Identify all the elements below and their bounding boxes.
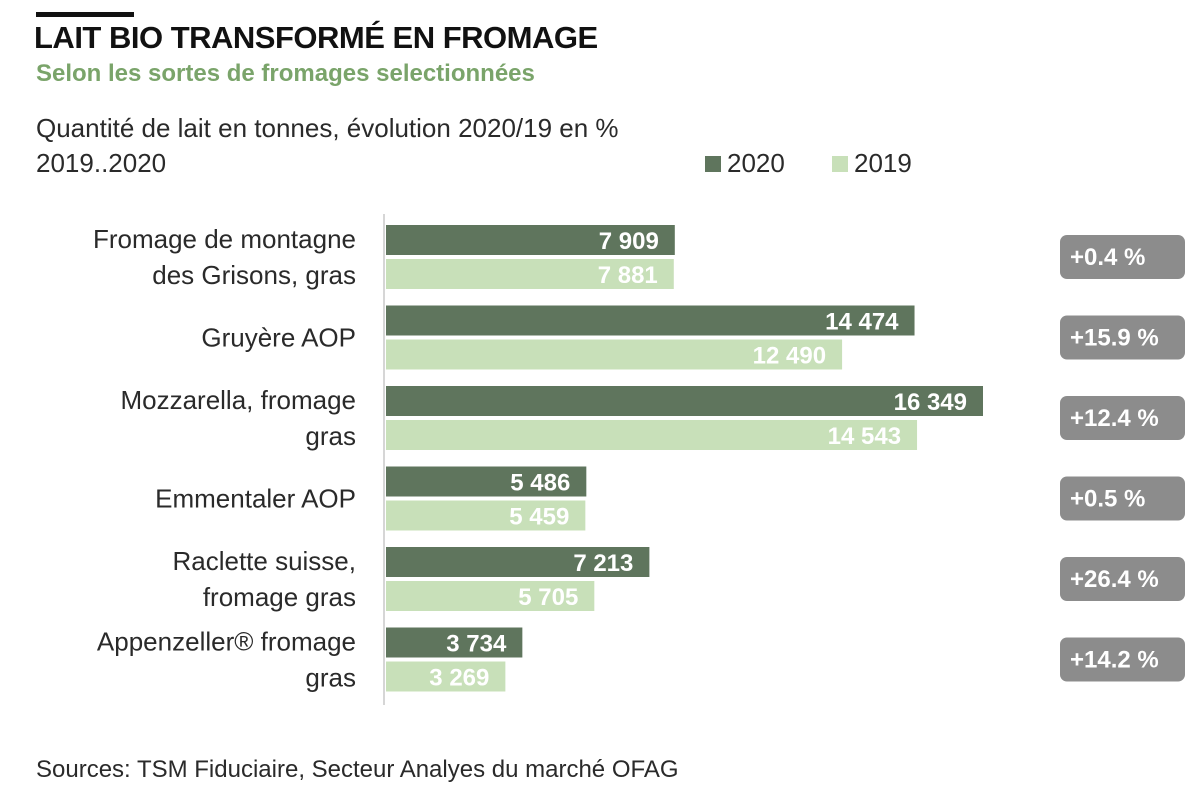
- data-label-2020: 16 349: [894, 389, 967, 416]
- chart-subtitle: Selon les sortes de fromages selectionné…: [36, 60, 535, 87]
- change-label: +14.2 %: [1070, 647, 1159, 674]
- bar-2019: [386, 581, 595, 611]
- category-label: fromage gras: [203, 582, 356, 612]
- bar-2019: [386, 339, 843, 370]
- change-badge: [1060, 557, 1185, 601]
- source-note: Sources: TSM Fiduciaire, Secteur Analyes…: [36, 756, 679, 783]
- bar-2020: [386, 627, 523, 658]
- data-label-2019: 3 269: [429, 665, 489, 692]
- data-label-2020: 7 909: [599, 228, 659, 255]
- data-label-2019: 14 543: [828, 423, 901, 450]
- legend-label-2019: 2019: [854, 148, 912, 178]
- bar-2020: [386, 547, 650, 577]
- bar-2019: [386, 420, 918, 450]
- change-label: +12.4 %: [1070, 405, 1159, 432]
- change-badge: [1060, 396, 1185, 440]
- title-rule: [36, 12, 134, 17]
- category-label: Emmentaler AOP: [155, 484, 356, 514]
- change-badge: [1060, 315, 1185, 360]
- data-label-2020: 5 486: [510, 470, 570, 497]
- change-badge: [1060, 235, 1185, 279]
- category-label: Raclette suisse,: [172, 546, 356, 576]
- data-label-2020: 14 474: [825, 309, 899, 336]
- data-label-2019: 5 705: [518, 584, 578, 611]
- data-label-2019: 5 459: [509, 504, 569, 531]
- category-label: Mozzarella, fromage: [120, 385, 356, 415]
- category-label: gras: [305, 421, 356, 451]
- data-label-2020: 3 734: [446, 631, 507, 658]
- bar-2019: [386, 259, 674, 289]
- change-label: +0.4 %: [1070, 244, 1145, 271]
- category-label: Appenzeller® fromage: [97, 627, 356, 657]
- bar-2019: [386, 500, 586, 531]
- bar-2020: [386, 466, 587, 497]
- change-label: +0.5 %: [1070, 486, 1145, 513]
- bar-2020: [386, 305, 915, 336]
- category-label: gras: [305, 663, 356, 693]
- data-label-2020: 7 213: [573, 550, 633, 577]
- legend-swatch-2019: [832, 155, 848, 172]
- category-label: des Grisons, gras: [152, 260, 356, 290]
- category-label: Gruyère AOP: [201, 323, 356, 353]
- category-label: Fromage de montagne: [93, 224, 356, 254]
- measure-label: Quantité de lait en tonnes, évolution 20…: [36, 113, 619, 143]
- legend-label-2020: 2020: [727, 148, 785, 178]
- bar-2020: [386, 225, 675, 255]
- legend-swatch-2020: [705, 155, 721, 172]
- bar-2020: [386, 386, 983, 416]
- legend-item-2020: 2020: [705, 148, 785, 179]
- period-label: 2019..2020: [36, 148, 167, 178]
- chart-title: LAIT BIO TRANSFORMÉ EN FROMAGE: [34, 20, 598, 55]
- data-label-2019: 7 881: [598, 262, 658, 289]
- change-label: +26.4 %: [1070, 566, 1159, 593]
- data-label-2019: 12 490: [753, 343, 826, 370]
- change-badge: [1060, 637, 1185, 682]
- bar-2019: [386, 661, 506, 692]
- change-badge: [1060, 476, 1185, 521]
- legend-item-2019: 2019: [832, 148, 912, 179]
- change-label: +15.9 %: [1070, 325, 1159, 352]
